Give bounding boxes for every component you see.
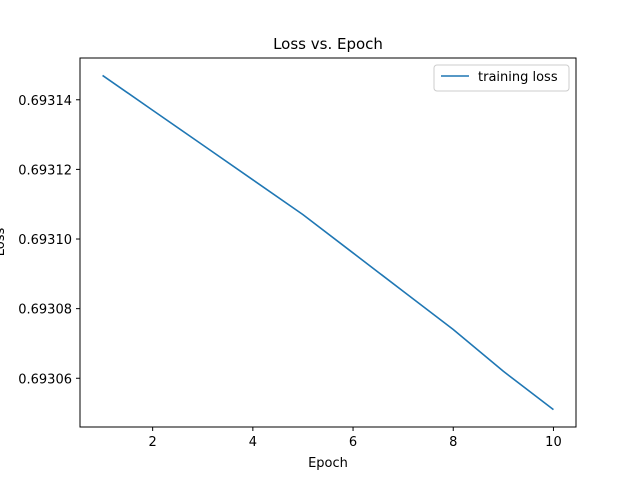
x-axis-label: Epoch	[308, 456, 348, 471]
legend: training loss	[433, 64, 570, 92]
y-tick-label: 0.69310	[18, 233, 72, 248]
series-line-training-loss	[102, 74, 554, 411]
y-tick-label: 0.69312	[18, 163, 72, 178]
x-tick-label: 4	[249, 435, 257, 450]
x-tick-label: 2	[149, 435, 157, 450]
x-tick-label: 8	[449, 435, 457, 450]
x-axis: 2 4 6 8 10	[149, 427, 562, 450]
x-tick-label: 6	[349, 435, 357, 450]
y-axis: 0.69306 0.69308 0.69310 0.69312 0.69314	[18, 94, 80, 387]
plot-area	[79, 57, 577, 428]
y-tick-label: 0.69314	[18, 94, 72, 109]
plot-frame	[79, 57, 577, 428]
chart-title: Loss vs. Epoch	[273, 35, 383, 53]
x-tick-label: 10	[545, 435, 562, 450]
y-tick-label: 0.69306	[18, 372, 72, 387]
y-tick-label: 0.69308	[18, 303, 72, 318]
y-axis-label: Loss	[0, 228, 8, 257]
legend-label-training-loss: training loss	[478, 70, 558, 85]
legend-box	[433, 64, 570, 92]
